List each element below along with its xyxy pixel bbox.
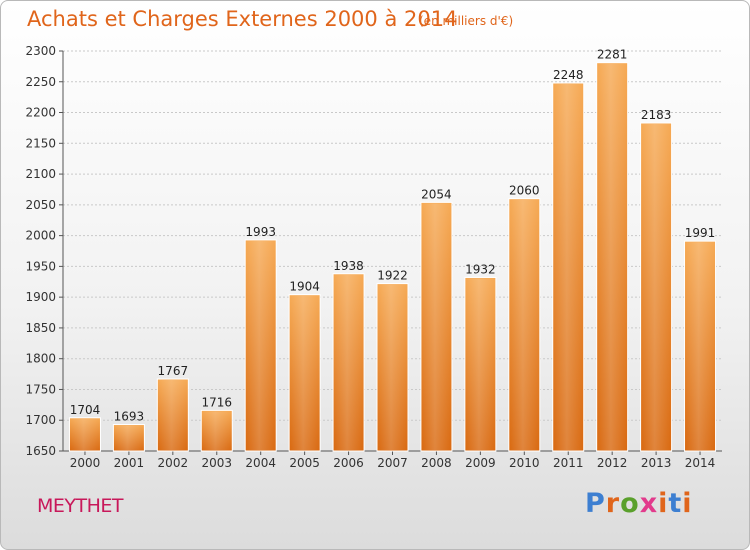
bar-highlight [597, 63, 627, 450]
bar-highlight [378, 284, 407, 450]
y-tick-label: 1700 [25, 413, 56, 427]
y-tick-label: 1850 [25, 321, 56, 335]
value-label: 2248 [553, 68, 584, 82]
value-label: 2054 [421, 187, 452, 201]
bar-highlight [246, 240, 276, 450]
logo-letter: r [605, 488, 621, 519]
chart-title: Achats et Charges Externes 2000 à 2014 [27, 7, 458, 31]
logo-letter: o [620, 488, 640, 519]
x-tick-label: 2012 [597, 456, 628, 470]
bar-highlight [421, 203, 451, 450]
value-label: 1938 [333, 259, 364, 273]
x-tick-label: 2004 [245, 456, 276, 470]
y-tick-label: 1800 [25, 352, 56, 366]
value-label: 2060 [509, 184, 540, 198]
x-tick-label: 2005 [289, 456, 320, 470]
bar-highlight [641, 124, 671, 450]
x-tick-label: 2007 [377, 456, 408, 470]
value-label: 2281 [597, 48, 628, 62]
logo-letter: P [585, 488, 606, 519]
x-tick-label: 2001 [114, 456, 145, 470]
bar-highlight [158, 380, 188, 450]
logo-letter: t [668, 488, 683, 519]
y-tick-label: 1750 [25, 382, 56, 396]
y-tick-label: 2300 [25, 44, 56, 58]
x-tick-label: 2009 [465, 456, 496, 470]
value-label: 1904 [289, 280, 320, 294]
y-tick-label: 1900 [25, 290, 56, 304]
logo-letter: i [658, 488, 669, 519]
y-tick-label: 2250 [25, 75, 56, 89]
value-label: 1993 [245, 225, 276, 239]
y-tick-label: 1650 [25, 444, 56, 458]
unit-label: (en milliers d'€) [419, 14, 514, 28]
tick-labels: 1650 1700 1750 1800 1850 1900 1950 2000 2050 2100… [25, 44, 715, 470]
y-tick-label: 2000 [25, 229, 56, 243]
value-labels: 1704 1693 1767 1716 1993 1904 1938 1922 2054 1932… [70, 48, 716, 424]
y-tick-label: 2050 [25, 198, 56, 212]
x-tick-label: 2008 [421, 456, 452, 470]
bar-highlight [334, 274, 364, 450]
value-label: 1932 [465, 262, 496, 276]
logo-letter: x [639, 488, 659, 519]
x-tick-label: 2006 [333, 456, 364, 470]
value-label: 1991 [685, 226, 716, 240]
value-label: 1716 [201, 395, 232, 409]
value-label: 2183 [641, 108, 672, 122]
commune-name: MEYTHET [37, 495, 124, 517]
x-tick-label: 2014 [685, 456, 716, 470]
logo-letter: i [682, 488, 693, 519]
x-tick-label: 2002 [158, 456, 189, 470]
bar-highlight [509, 199, 539, 450]
x-tick-label: 2010 [509, 456, 540, 470]
y-tick-label: 2200 [25, 106, 56, 120]
bar-highlight [685, 242, 715, 450]
bar-highlight [553, 84, 583, 450]
y-tick-label: 2150 [25, 136, 56, 150]
bar-highlight [70, 418, 100, 450]
value-label: 1767 [158, 364, 189, 378]
bar-highlight [465, 278, 495, 450]
x-tick-label: 2000 [70, 456, 101, 470]
bar-highlight [202, 411, 232, 450]
value-label: 1922 [377, 269, 408, 283]
x-tick-label: 2011 [553, 456, 584, 470]
proxiti-logo: Proxiti [585, 488, 693, 519]
bars [68, 62, 717, 452]
value-label: 1704 [70, 403, 101, 417]
y-tick-label: 2100 [25, 167, 56, 181]
bar-highlight [290, 295, 320, 450]
x-tick-label: 2013 [641, 456, 672, 470]
bar-highlight [114, 425, 144, 450]
y-tick-label: 1950 [25, 259, 56, 273]
x-tick-label: 2003 [201, 456, 232, 470]
value-label: 1693 [114, 410, 145, 424]
